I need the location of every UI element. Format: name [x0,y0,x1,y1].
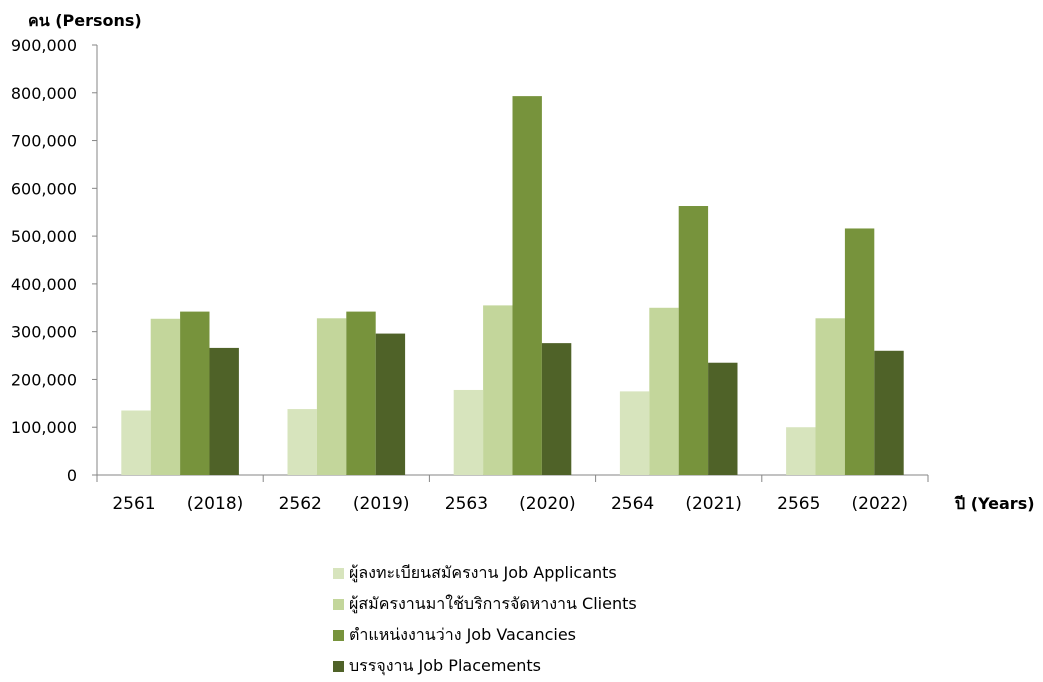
x-tick-label-be: 2562 [279,494,322,514]
legend: ผู้ลงทะเบียนสมัครงาน Job Applicants ผู้ส… [333,558,637,682]
legend-swatch [333,568,344,579]
y-tick-label: 100,000 [11,418,77,437]
x-tick-label-be: 2563 [445,494,488,514]
x-tick-label-ce: (2021) [685,494,742,514]
x-tick-label-ce: (2022) [852,494,909,514]
legend-swatch [333,630,344,641]
bar [874,350,904,475]
legend-label: ผู้ลงทะเบียนสมัครงาน Job Applicants [349,563,617,582]
bar [512,96,542,475]
bar [287,409,317,475]
y-tick-label: 800,000 [11,84,77,103]
y-tick-label: 900,000 [11,36,77,55]
bar [346,311,376,475]
bar [121,410,151,475]
bar [678,206,709,475]
y-tick-label: 700,000 [11,132,77,151]
y-tick-label: 0 [67,466,77,485]
y-axis-title: คน (Persons) [28,11,142,30]
x-axis-title: ปี (Years) [954,494,1035,513]
legend-swatch [333,661,344,672]
x-tick-label-be: 2564 [611,494,654,514]
y-tick-label: 300,000 [11,323,77,342]
legend-label: ตำแหน่งงานว่าง Job Vacancies [349,625,577,644]
legend-label: บรรจุงาน Job Placements [349,656,542,675]
legend-item-job-vacancies: ตำแหน่งงานว่าง Job Vacancies [333,620,637,651]
y-tick-label: 500,000 [11,227,77,246]
bar [180,311,210,475]
bar [453,389,484,475]
x-tick-label-ce: (2019) [353,494,410,514]
legend-swatch [333,599,344,610]
bar [375,333,406,475]
bar [150,318,181,475]
legend-label: ผู้สมัครงานมาใช้บริการจัดหางาน Clients [349,594,637,613]
bar [708,362,738,475]
bar [316,318,347,475]
bar [844,228,875,475]
y-tick-label: 600,000 [11,179,77,198]
legend-item-clients: ผู้สมัครงานมาใช้บริการจัดหางาน Clients [333,589,637,620]
x-tick-label-be: 2565 [777,494,820,514]
bar [483,305,513,475]
x-tick-label-ce: (2020) [519,494,576,514]
legend-item-job-applicants: ผู้ลงทะเบียนสมัครงาน Job Applicants [333,558,637,589]
chart-plot: คน (Persons) 0 100,000 200,000 300,000 400,0… [11,11,1035,514]
bar [815,318,845,475]
legend-item-job-placements: บรรจุงาน Job Placements [333,651,637,682]
y-tick-label: 200,000 [11,370,77,389]
bar [649,307,679,475]
bar [619,391,650,475]
bar [786,427,816,475]
bar [209,347,239,475]
y-tick-label: 400,000 [11,275,77,294]
x-tick-label-be: 2561 [112,494,155,514]
bar [541,343,572,475]
x-tick-label-ce: (2018) [187,494,244,514]
